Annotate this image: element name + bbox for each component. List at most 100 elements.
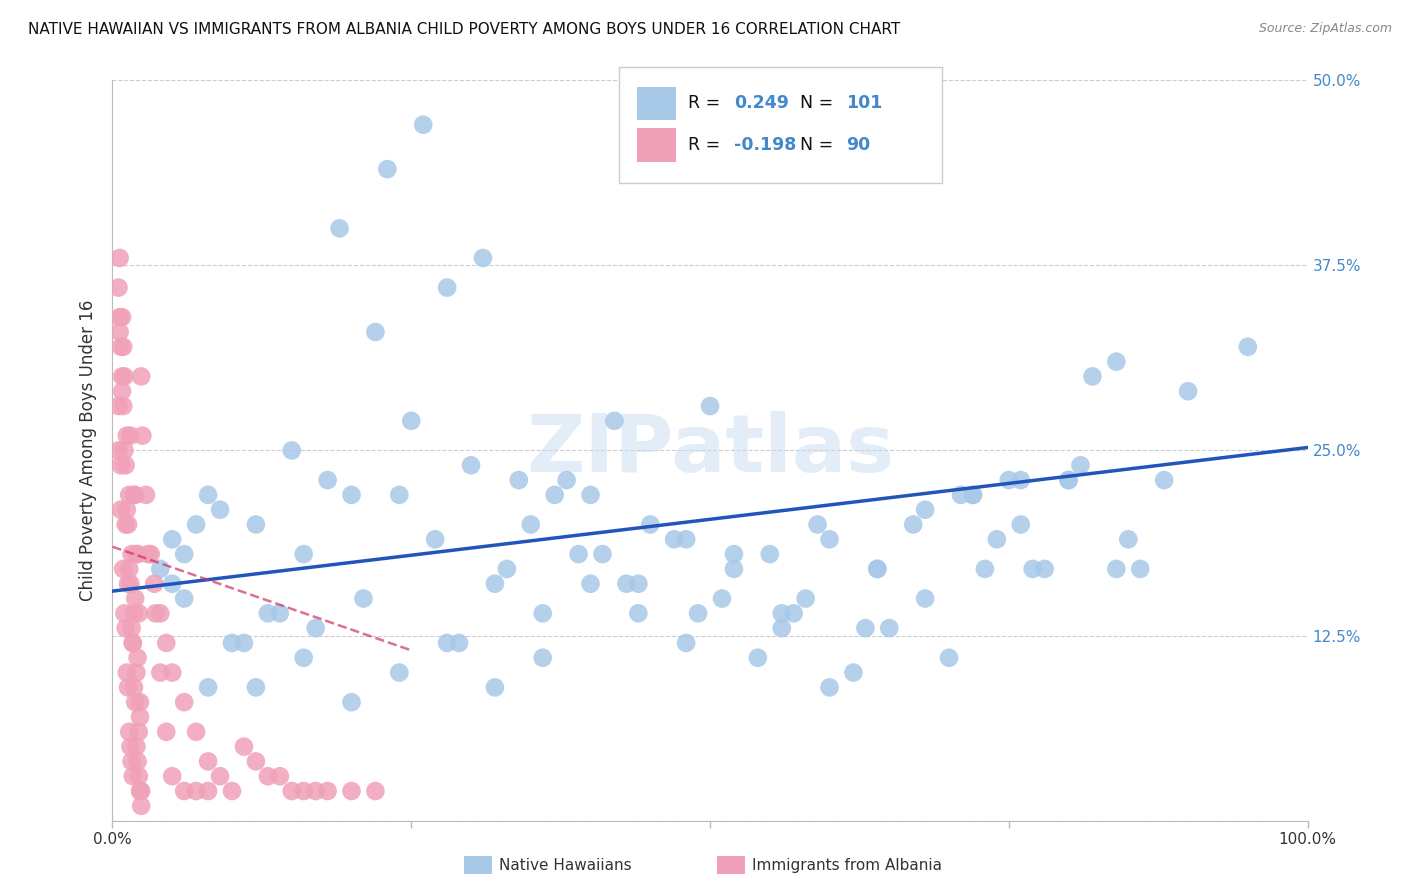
Point: [627, 607, 650, 621]
Point: [124, 488, 146, 502]
Point: [118, 562, 141, 576]
Point: [316, 473, 339, 487]
Point: [121, 621, 143, 635]
Point: [1105, 562, 1128, 576]
Point: [998, 473, 1021, 487]
Point: [121, 547, 143, 561]
Point: [245, 755, 267, 769]
Point: [257, 769, 280, 783]
Point: [1129, 562, 1152, 576]
Text: Immigrants from Albania: Immigrants from Albania: [752, 858, 942, 872]
Point: [866, 562, 889, 576]
Point: [723, 562, 745, 576]
Text: R =: R =: [688, 136, 725, 154]
Point: [866, 562, 889, 576]
Point: [110, 502, 132, 516]
Point: [401, 414, 423, 428]
Point: [269, 607, 291, 621]
Point: [233, 636, 256, 650]
Point: [129, 798, 152, 813]
Point: [197, 488, 219, 502]
Point: [114, 517, 136, 532]
Point: [120, 576, 142, 591]
Point: [138, 547, 160, 561]
Point: [162, 665, 183, 680]
Point: [149, 607, 172, 621]
Point: [129, 784, 152, 798]
Point: [412, 118, 434, 132]
Point: [986, 533, 1008, 547]
Point: [127, 755, 149, 769]
Point: [531, 607, 554, 621]
Point: [388, 665, 411, 680]
Point: [364, 325, 387, 339]
Point: [1010, 473, 1032, 487]
Point: [173, 591, 195, 606]
Point: [111, 310, 134, 325]
Point: [155, 636, 177, 650]
Point: [125, 547, 148, 561]
Point: [173, 547, 195, 561]
Point: [122, 607, 145, 621]
Point: [1070, 458, 1092, 473]
Point: [281, 443, 304, 458]
Point: [903, 517, 925, 532]
Point: [245, 681, 267, 695]
Point: [688, 607, 710, 621]
Point: [292, 650, 315, 665]
Point: [121, 636, 143, 650]
Point: [340, 488, 363, 502]
Point: [627, 576, 650, 591]
Point: [770, 607, 793, 621]
Text: ZIPatlas: ZIPatlas: [526, 411, 894, 490]
Point: [555, 473, 578, 487]
Point: [447, 636, 470, 650]
Point: [117, 576, 139, 591]
Point: [117, 517, 139, 532]
Point: [914, 591, 936, 606]
Point: [723, 547, 745, 561]
Point: [436, 280, 458, 294]
Point: [543, 488, 565, 502]
Point: [759, 547, 782, 561]
Point: [818, 681, 841, 695]
Point: [484, 576, 506, 591]
Point: [114, 369, 135, 384]
Point: [675, 533, 697, 547]
Point: [794, 591, 817, 606]
Point: [221, 636, 243, 650]
Point: [186, 724, 208, 739]
Point: [129, 369, 152, 384]
Point: [962, 488, 984, 502]
Point: [592, 547, 614, 561]
Point: [128, 724, 150, 739]
Point: [197, 784, 219, 798]
Point: [914, 502, 936, 516]
Point: [125, 665, 148, 680]
Point: [855, 621, 877, 635]
Point: [711, 591, 734, 606]
Point: [640, 517, 662, 532]
Point: [257, 607, 280, 621]
Point: [186, 784, 208, 798]
Point: [128, 607, 150, 621]
Point: [121, 636, 143, 650]
Point: [340, 784, 363, 798]
Point: [135, 488, 157, 502]
Point: [938, 650, 960, 665]
Point: [114, 443, 135, 458]
Point: [233, 739, 256, 754]
Point: [747, 650, 769, 665]
Point: [162, 533, 183, 547]
Point: [1010, 517, 1032, 532]
Point: [139, 547, 162, 561]
Point: [118, 724, 141, 739]
Text: N =: N =: [800, 136, 839, 154]
Point: [110, 458, 132, 473]
Point: [352, 591, 374, 606]
Point: [108, 251, 131, 265]
Text: Source: ZipAtlas.com: Source: ZipAtlas.com: [1258, 22, 1392, 36]
Text: -0.198: -0.198: [734, 136, 796, 154]
Text: N =: N =: [800, 95, 839, 112]
Point: [292, 784, 315, 798]
